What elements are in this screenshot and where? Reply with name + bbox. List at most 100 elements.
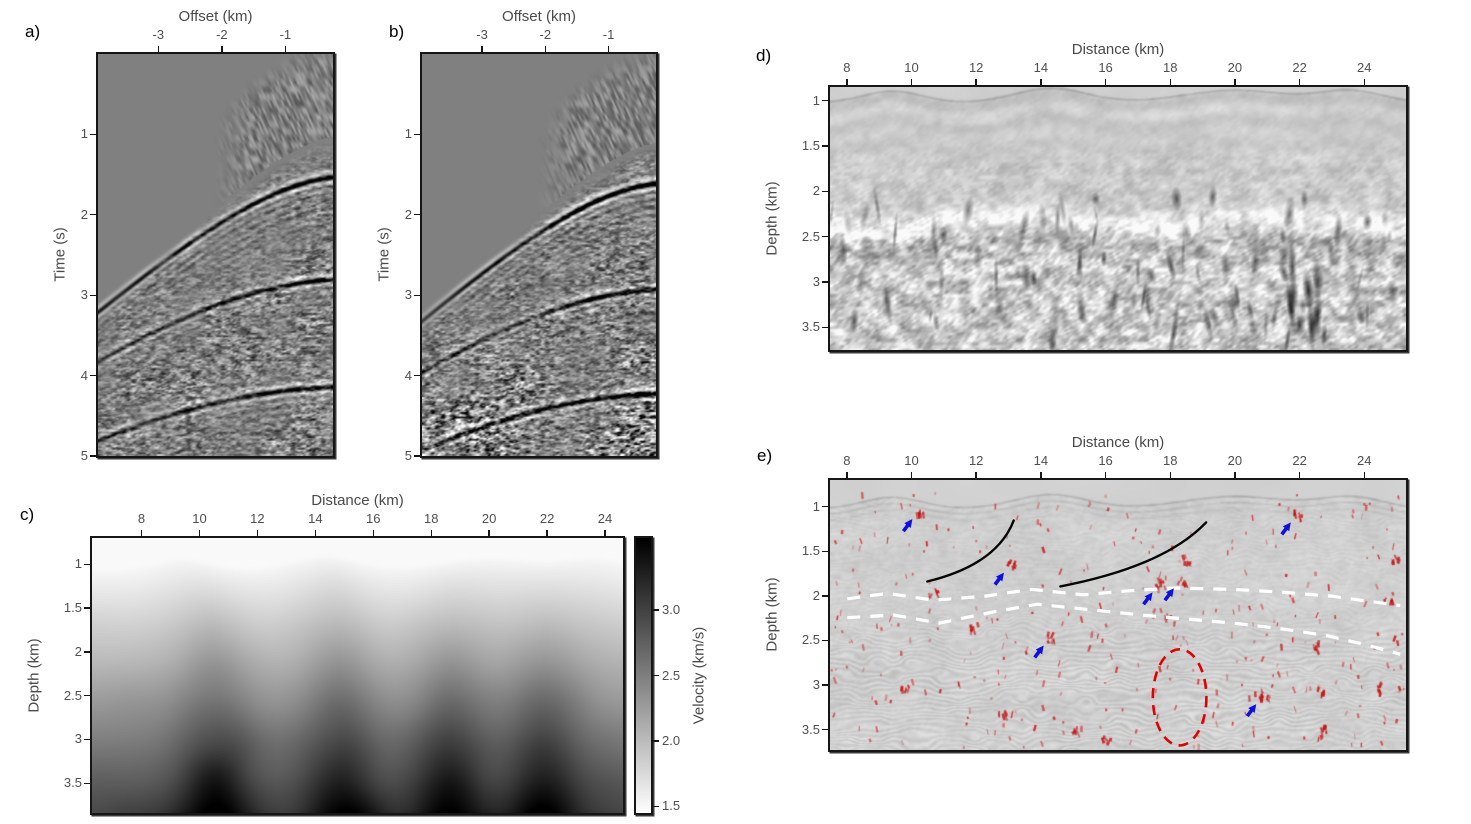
- y-tick-mark: [84, 694, 90, 697]
- y-tick-label: 1: [812, 498, 820, 514]
- x-tick-mark: [140, 530, 143, 536]
- y-tick-label: 3: [812, 273, 820, 289]
- y-tick-mark: [90, 374, 96, 377]
- panel-e-migrated-image: [830, 480, 1406, 750]
- colorbar-tick-label: 1.5: [662, 798, 681, 814]
- x-tick-mark: [1169, 79, 1171, 85]
- x-tick-mark: [488, 530, 490, 536]
- y-tick-label: 3: [404, 287, 412, 303]
- x-tick-label: 14: [1033, 60, 1049, 75]
- y-tick-label: 3.5: [801, 721, 820, 737]
- panel-e-plot: Distance (km) Depth (km) 8 10 12 14 16 18 20 22…: [764, 434, 1408, 752]
- panel-a-seismic-gather-image: [98, 54, 333, 456]
- y-tick-label: 2.5: [801, 228, 820, 244]
- x-tick-label: -3: [152, 27, 165, 42]
- y-tick-label: 4: [404, 367, 412, 383]
- x-tick-label: 10: [904, 60, 919, 75]
- y-tick-mark: [822, 99, 828, 102]
- y-tick-label: 5: [404, 448, 412, 463]
- panel-d-migrated-image: [830, 87, 1406, 350]
- x-tick-mark: [1298, 79, 1301, 85]
- panel-a-x-axis-title: Offset (km): [178, 8, 253, 25]
- panel-d-letter: d): [756, 46, 772, 65]
- panel-c-plot: Distance (km) Depth (km) 8 10 12 14 16 18 20 22…: [26, 492, 625, 815]
- y-tick-mark: [822, 326, 828, 329]
- y-tick-mark: [414, 455, 420, 457]
- panel-b-seismic-gather-image: [422, 54, 656, 456]
- x-tick-mark: [198, 530, 201, 536]
- x-tick-mark: [975, 472, 977, 478]
- x-tick-label: 22: [539, 511, 555, 526]
- x-tick-label: 10: [904, 453, 919, 468]
- colorbar-tick-mark: [653, 609, 659, 611]
- panel-c-y-axis-title: Depth (km): [25, 637, 43, 713]
- y-tick-mark: [414, 294, 420, 296]
- x-tick-label: 14: [1033, 453, 1049, 468]
- x-tick-label: 20: [1227, 60, 1243, 75]
- panel-d-plot: Distance (km) Depth (km) 8 10 12 14 16 18 20 22…: [764, 41, 1408, 352]
- x-tick-mark: [430, 530, 432, 536]
- panel-e-letter: e): [757, 446, 773, 465]
- panel-d-x-axis-title: Distance (km): [1071, 41, 1165, 58]
- x-tick-label: 22: [1292, 453, 1307, 468]
- x-tick-mark: [846, 472, 848, 478]
- x-tick-mark: [544, 46, 546, 52]
- x-tick-mark: [1298, 472, 1301, 478]
- x-tick-label: 24: [1357, 453, 1372, 468]
- x-tick-label: 10: [192, 511, 207, 526]
- x-tick-mark: [1169, 472, 1171, 478]
- x-tick-mark: [910, 79, 913, 85]
- x-tick-mark: [157, 46, 160, 52]
- x-tick-label: -2: [216, 27, 228, 42]
- y-tick-label: 3: [812, 676, 820, 692]
- colorbar-tick-label: 2.0: [662, 732, 681, 748]
- panel-b-letter: b): [389, 22, 405, 41]
- y-tick-mark: [90, 214, 96, 216]
- y-tick-mark: [822, 235, 828, 238]
- y-tick-label: 3.5: [63, 775, 82, 791]
- y-tick-mark: [822, 281, 828, 283]
- x-tick-mark: [1104, 472, 1107, 478]
- y-tick-label: 2: [80, 206, 88, 222]
- x-tick-mark: [604, 530, 606, 536]
- x-tick-label: 8: [843, 453, 851, 468]
- x-tick-mark: [1363, 472, 1365, 478]
- x-tick-mark: [1234, 472, 1236, 478]
- y-tick-label: 1: [80, 126, 88, 142]
- x-tick-label: 12: [968, 60, 984, 75]
- y-tick-label: 3: [80, 287, 88, 303]
- x-tick-mark: [284, 46, 287, 52]
- panel-b-x-axis-title: Offset (km): [502, 8, 576, 25]
- y-tick-mark: [822, 550, 828, 552]
- velocity-colorbar: Velocity (km/s) 1.5 2.0 2.5 3.0: [634, 536, 708, 815]
- x-tick-label: 16: [1098, 453, 1113, 468]
- velocity-colorbar-gradient: [636, 538, 651, 813]
- y-tick-label: 1.5: [801, 543, 820, 559]
- y-tick-mark: [414, 374, 420, 377]
- panel-e-y-axis-title: Depth (km): [763, 577, 781, 652]
- panel-c-velocity-model-image: [92, 538, 623, 813]
- panel-c-letter: c): [20, 505, 35, 524]
- x-tick-label: 8: [843, 60, 851, 75]
- y-tick-mark: [84, 782, 90, 784]
- x-tick-label: 20: [481, 511, 497, 526]
- y-tick-mark: [84, 563, 90, 565]
- x-tick-mark: [221, 46, 223, 52]
- x-tick-mark: [256, 530, 259, 536]
- x-tick-mark: [1040, 472, 1042, 478]
- x-tick-label: 24: [597, 511, 613, 526]
- y-tick-label: 1: [404, 126, 412, 142]
- colorbar-tick-mark: [653, 740, 659, 742]
- x-tick-mark: [975, 79, 977, 85]
- y-tick-label: 1: [812, 92, 820, 108]
- x-tick-mark: [607, 46, 610, 52]
- y-tick-label: 2: [74, 643, 82, 659]
- y-tick-mark: [822, 639, 828, 642]
- x-tick-mark: [1040, 79, 1042, 85]
- y-tick-label: 2: [812, 587, 820, 603]
- y-tick-mark: [822, 145, 828, 147]
- x-tick-label: 18: [423, 511, 439, 526]
- x-tick-mark: [1363, 79, 1365, 85]
- panel-b-plot: Offset (km) Time (s) -3 -2 -1 1 2 3 4 5: [376, 8, 658, 463]
